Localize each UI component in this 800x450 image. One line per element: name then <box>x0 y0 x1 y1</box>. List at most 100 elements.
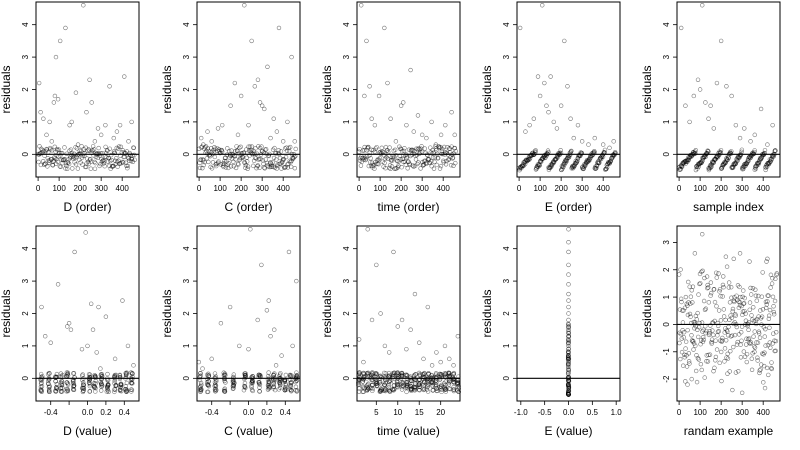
data-point <box>206 371 211 377</box>
data-point <box>103 314 109 319</box>
x-axis-title: sample index <box>693 200 764 214</box>
y-tick-label: 4 <box>662 22 671 27</box>
data-point <box>678 296 684 302</box>
data-point <box>47 119 52 125</box>
data-point <box>729 315 734 321</box>
data-point <box>209 356 214 362</box>
data-point <box>586 158 591 164</box>
data-point <box>47 371 52 376</box>
data-point <box>70 386 76 392</box>
data-point <box>72 249 77 255</box>
data-point <box>286 249 292 255</box>
y-tick-label: 2 <box>21 87 30 92</box>
data-point <box>763 343 768 348</box>
data-point <box>64 386 69 392</box>
data-point <box>517 25 523 31</box>
y-tick-label: 0 <box>182 376 191 381</box>
data-point <box>762 150 767 156</box>
data-point <box>240 154 245 160</box>
data-point <box>704 274 710 279</box>
data-point <box>268 135 273 141</box>
y-tick-label: 2 <box>662 87 671 92</box>
data-point <box>417 377 422 382</box>
data-point <box>597 160 602 165</box>
data-point <box>381 388 387 393</box>
x-tick-label: 200 <box>554 184 568 193</box>
data-point <box>762 350 767 355</box>
y-axis-title: residuals <box>320 289 334 337</box>
data-point <box>756 293 761 299</box>
data-point <box>703 306 709 311</box>
data-point <box>206 379 212 384</box>
data-point <box>198 157 204 163</box>
data-point <box>693 151 698 156</box>
data-point <box>293 376 298 382</box>
data-point <box>225 146 230 151</box>
data-point <box>452 145 458 151</box>
data-point <box>724 264 730 269</box>
data-point <box>566 346 571 352</box>
data-point <box>259 144 264 149</box>
data-point <box>232 149 238 154</box>
y-tick-label: 4 <box>502 22 511 27</box>
data-point <box>81 3 86 8</box>
data-point <box>421 372 426 377</box>
data-point <box>566 333 571 339</box>
data-point <box>416 146 421 151</box>
data-point <box>566 327 571 332</box>
data-point <box>108 158 113 164</box>
data-point <box>118 144 124 150</box>
data-point <box>753 318 758 323</box>
data-point <box>738 294 743 300</box>
data-point <box>70 166 75 171</box>
data-point <box>372 122 378 128</box>
y-tick-label: 2 <box>182 87 191 92</box>
data-point <box>107 146 112 151</box>
data-point <box>410 163 415 168</box>
y-tick-label: 1 <box>182 119 191 124</box>
data-point <box>764 302 769 307</box>
data-point <box>765 299 770 304</box>
data-point <box>124 387 129 392</box>
data-point <box>706 149 711 154</box>
y-tick-label: 3 <box>182 54 191 59</box>
data-point <box>114 129 120 134</box>
data-point <box>205 146 211 151</box>
y-tick-label: 0 <box>502 376 511 381</box>
y-tick-label: 4 <box>182 22 191 27</box>
data-point <box>39 380 44 386</box>
data-point <box>129 389 134 394</box>
data-point <box>287 148 292 154</box>
data-point <box>373 371 378 376</box>
data-point <box>684 364 690 369</box>
data-point <box>237 343 242 349</box>
data-point <box>67 148 72 153</box>
data-point <box>447 356 452 362</box>
data-point <box>442 385 447 391</box>
data-point <box>681 308 686 313</box>
data-point <box>416 381 422 386</box>
data-point <box>749 356 754 361</box>
data-point <box>39 304 44 310</box>
data-point <box>716 308 722 313</box>
data-point <box>209 166 215 171</box>
data-point <box>682 352 687 358</box>
data-point <box>744 336 749 341</box>
data-point <box>55 282 61 287</box>
data-point <box>46 381 51 386</box>
data-point <box>253 146 258 151</box>
data-point <box>243 165 248 170</box>
data-point <box>566 350 571 355</box>
data-point <box>434 380 439 385</box>
data-point <box>268 160 273 165</box>
data-point <box>551 119 556 125</box>
data-point <box>752 349 757 355</box>
data-point <box>411 129 416 134</box>
data-point <box>742 354 748 359</box>
data-point <box>275 162 280 167</box>
data-point <box>456 389 461 394</box>
data-point <box>71 381 77 387</box>
data-point <box>120 298 125 303</box>
data-point <box>390 158 395 163</box>
data-point <box>728 285 734 290</box>
